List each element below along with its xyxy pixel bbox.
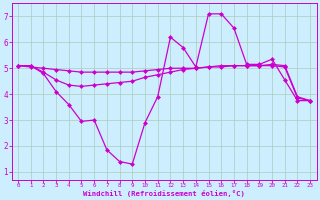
X-axis label: Windchill (Refroidissement éolien,°C): Windchill (Refroidissement éolien,°C): [83, 190, 245, 197]
